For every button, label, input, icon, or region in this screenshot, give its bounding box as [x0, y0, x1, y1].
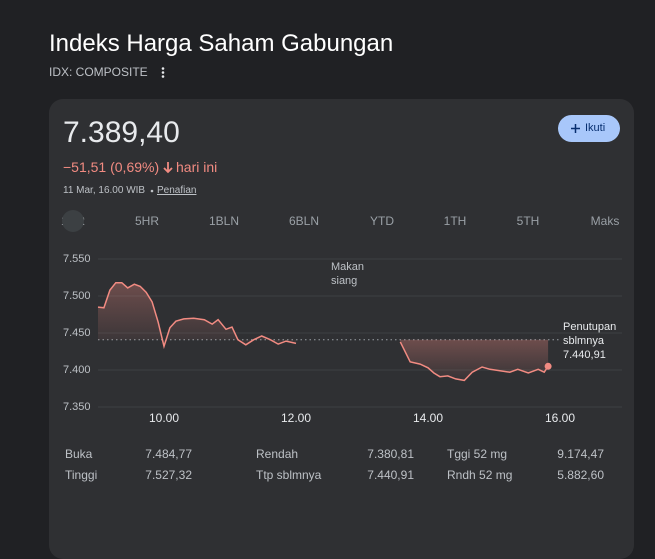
stat-value: 7.527,32 — [145, 468, 192, 482]
line — [399, 341, 549, 382]
page: {"header": {"title": "Indeks Harga Saham… — [49, 30, 634, 559]
y-tick-label: 7.400 — [63, 364, 91, 376]
prev-close-label: Penutupan sblmnya — [563, 321, 617, 347]
change: −51,51 (0,69%) — [63, 159, 160, 175]
y-tick-label: 7.350 — [63, 401, 91, 413]
stat-value: 5.882,60 — [557, 468, 604, 482]
price: 7.389,40 — [63, 116, 180, 149]
range-tab[interactable]: 1TH — [443, 214, 467, 228]
range-tab[interactable]: 5HR — [134, 214, 160, 228]
range-tab[interactable]: 6BLN — [288, 214, 320, 228]
stat-value: 7.380,81 — [367, 447, 414, 461]
y-tick-label: 7.450 — [63, 327, 91, 339]
range-tab[interactable]: YTD — [370, 214, 394, 228]
timestamp: 11 Mar, 16.00 WIB — [63, 185, 146, 196]
area — [98, 282, 296, 347]
x-tick-label: 14.00 — [413, 411, 443, 425]
title: Indeks Harga Saham Gabungan — [49, 30, 394, 57]
y-tick-label: 7.550 — [63, 253, 91, 265]
more-menu[interactable] — [160, 66, 166, 80]
stat-label: Rndh 52 mg — [447, 468, 513, 482]
stat-label: Buka — [65, 447, 93, 461]
stat-label: Tggi 52 mg — [447, 447, 508, 461]
y-tick-label: 7.500 — [63, 290, 91, 302]
stat-value: 7.484,77 — [145, 447, 192, 461]
stat-label: Tinggi — [65, 468, 98, 482]
last-point — [544, 362, 552, 370]
line — [97, 281, 297, 350]
separator — [150, 189, 154, 193]
chart: 7.550 7.500 7.450 7.400 7.350 10.00 12.00 14.00… — [62, 210, 622, 425]
tab-highlight — [62, 210, 84, 232]
follow-label: Ikuti — [585, 122, 606, 134]
range-tab[interactable]: 5TH — [516, 214, 540, 228]
plus-icon — [571, 124, 580, 133]
annotation: Makan siang — [331, 261, 365, 287]
stat-label: Rendah — [256, 447, 299, 461]
range-tab[interactable]: Maks — [590, 214, 620, 228]
area — [400, 339, 549, 381]
stat-label: Ttp sblmnya — [256, 468, 322, 482]
x-tick-label: 10.00 — [149, 411, 179, 425]
disclaimer-link[interactable]: Penafian — [157, 185, 197, 196]
change-period: hari ini — [176, 159, 218, 175]
x-tick-label: 16.00 — [545, 411, 575, 425]
range-tab[interactable]: 1BLN — [208, 214, 240, 228]
stat-value: 9.174,47 — [557, 447, 604, 461]
stat-value: 7.440,91 — [367, 468, 414, 482]
follow-button[interactable]: Ikuti — [558, 115, 620, 142]
down-arrow — [163, 162, 173, 174]
subtitle: IDX: COMPOSITE — [49, 65, 148, 79]
x-tick-label: 12.00 — [281, 411, 311, 425]
prev-close-value: 7.440,91 — [563, 349, 606, 361]
